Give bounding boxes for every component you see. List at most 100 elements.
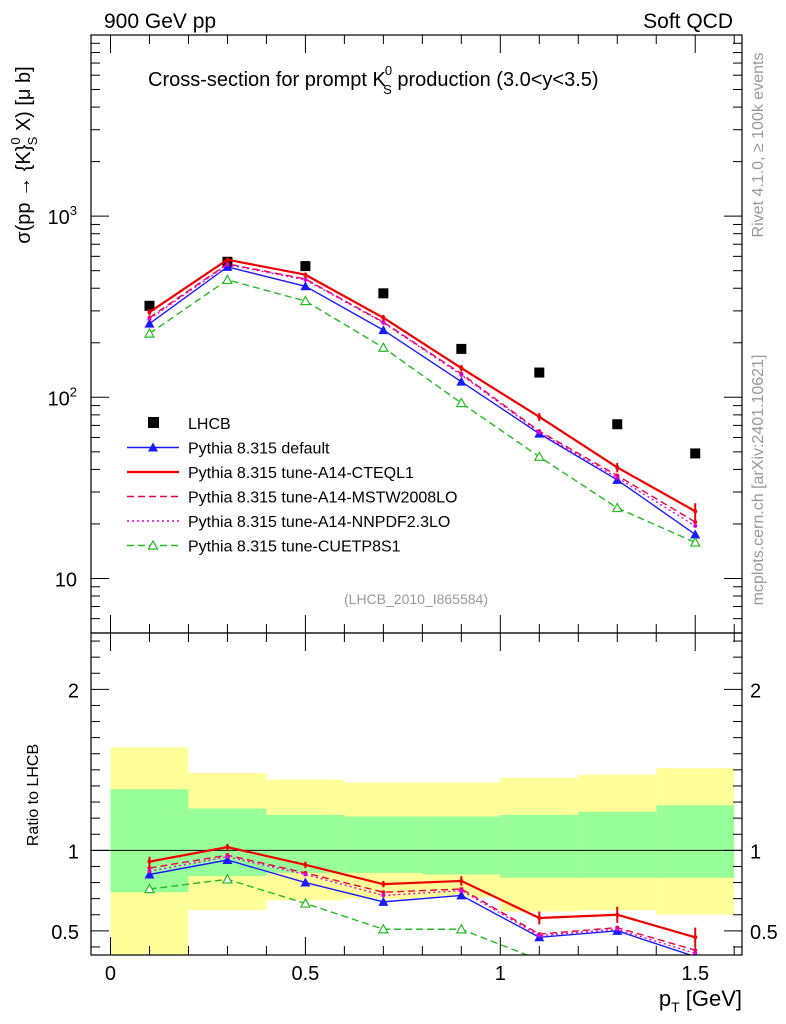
ratio-marker [299,897,311,908]
ratio-marker [300,877,311,887]
mcplots-label: mcplots.cern.ch [arXiv:2401.10621] [750,355,767,606]
x-tick-label: 1 [495,963,506,985]
marker [459,372,464,377]
marker [693,509,698,514]
ratio-marker [147,866,152,871]
ratio-marker [615,927,620,932]
legend-item-lhcb: LHCB [148,416,231,433]
marker [377,341,389,352]
uncertainty-band-stat [578,811,657,878]
ratio-line [149,854,696,951]
header-left: 900 GeV pp [104,10,216,33]
ratio-marker [537,915,542,920]
legend-marker [148,442,158,452]
ratio-marker [459,888,464,893]
series-line [149,266,696,536]
legend-item-pythia-8-315-tune-a14-nnpdf2-3lo: Pythia 8.315 tune-A14-NNPDF2.3LO [127,514,450,531]
marker [533,450,545,461]
ratio-marker [143,883,155,894]
marker [537,414,542,419]
ratio-marker [456,890,467,900]
data-point [456,343,467,354]
marker [693,519,698,524]
ratio-marker [459,878,464,883]
header-right: Soft QCD [643,10,733,33]
x-tick-label: 1.5 [681,963,709,985]
ratio-marker [538,954,540,955]
marker [144,318,155,328]
ratio-line [149,859,693,955]
marker [299,295,311,306]
marker [381,320,386,325]
marker [225,262,230,267]
ratio-marker [537,933,542,938]
marker [455,397,467,408]
legend-label: Pythia 8.315 tune-A14-NNPDF2.3LO [188,514,450,531]
ratio-marker [615,912,620,917]
marker [147,317,152,322]
series-line [148,258,696,513]
ratio-marker [144,869,155,879]
series-pythia-8-315-tune-a14-cteql1 [147,257,698,521]
marker [459,366,464,371]
ratio-marker [222,855,233,865]
ratio-series-pythia-8-315-tune-a14-cteql1 [147,843,698,947]
ratio-ylabel: Ratio to LHCB [25,744,42,846]
ratio-marker [221,873,233,884]
ratio-marker [613,959,622,967]
rivet-label: Rivet 4.1.0, ≥ 100k events [750,53,767,238]
x-tick-label: 0 [105,963,116,985]
data-point [690,448,701,459]
marker [147,310,152,315]
series-pythia-8-315-tune-a14-mstw2008lo [147,261,698,524]
main-plot-panel: 103 102 10 Cross-section for prompt K0 S pr… [8,34,743,634]
ratio-line [149,846,696,939]
marker [693,523,698,528]
ratio-marker [378,896,389,906]
data-point [144,300,155,311]
marker [689,536,701,547]
ratio-y-tick-label: 0.5 [51,922,79,944]
ratio-y-tick-label-right: 2 [750,680,761,702]
ratio-marker [693,951,698,955]
marker [143,327,155,338]
marker [456,376,467,386]
legend-label: LHCB [188,416,231,433]
ratio-marker [147,869,152,874]
marker [615,475,620,480]
main-title: Cross-section for prompt K0 S production … [148,63,599,97]
ratio-marker [693,948,698,953]
ratio-series-pythia-8-315-tune-a14-nnpdf2-3lo [147,854,698,955]
series-pythia-8-315-tune-a14-nnpdf2-3lo [147,262,698,528]
ratio-xlabel: pT [GeV] [659,986,742,1015]
series-pythia-8-315-tune-cuetp8s1 [143,274,701,547]
uncertainty-band-stat [500,814,579,878]
ratio-marker [693,935,698,940]
ratio-marker [381,893,386,898]
x-tick-label: 0.5 [291,963,319,985]
marker [690,529,701,539]
legend-item-pythia-8-315-tune-a14-mstw2008lo: Pythia 8.315 tune-A14-MSTW2008LO [127,490,457,507]
uncertainty-band-stat [344,816,423,873]
ratio-series-pythia-8-315-tune-cuetp8s1 [143,873,622,967]
legend-marker [147,539,159,550]
legend-item-pythia-8-315-tune-cuetp8s1: Pythia 8.315 tune-CUETP8S1 [127,539,401,556]
ratio-marker [225,854,230,859]
series-line [149,263,696,523]
ratio-marker [381,882,386,887]
ratio-y-tick-label-right: 1 [750,841,761,863]
uncertainty-band-stat [188,808,267,877]
uncertainty-band-stat [422,816,501,875]
data-point [300,261,311,272]
marker [303,272,308,277]
ratio-plot-frame [90,632,743,956]
ratio-marker [225,845,230,850]
ratio-marker [381,890,386,895]
ratio-marker [303,872,308,877]
legend-marker [148,417,159,428]
series-line [149,263,696,527]
series-line [149,279,696,544]
marker [300,281,311,291]
ratio-y-tick-label-right: 0.5 [750,922,778,944]
